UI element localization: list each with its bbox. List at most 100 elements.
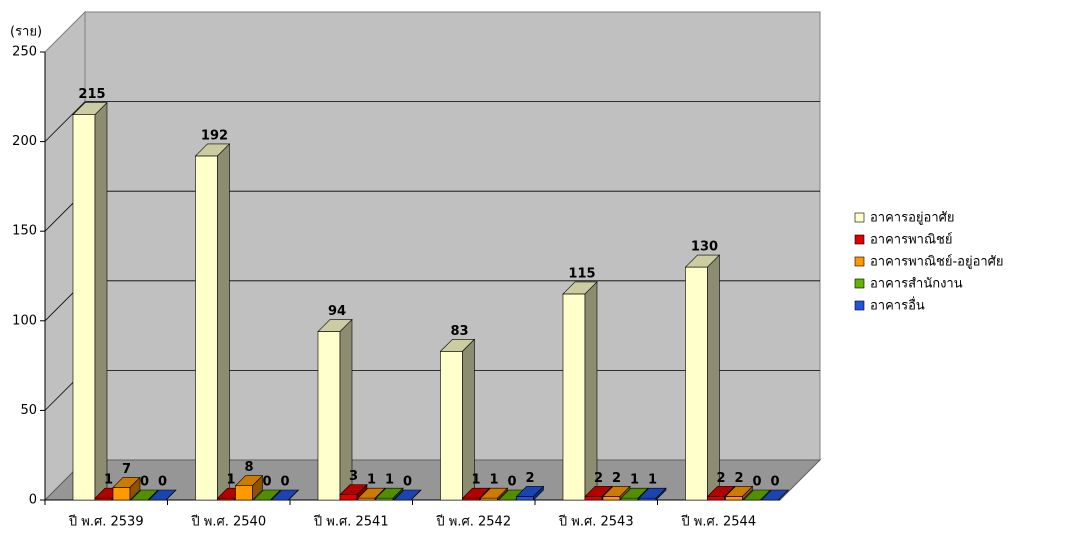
bar-front: [685, 266, 708, 501]
bar-side: [270, 489, 281, 501]
value-label: 1: [489, 473, 498, 488]
bar: [375, 487, 404, 501]
y-tick-label: 50: [20, 403, 37, 418]
bar: [194, 143, 231, 501]
legend-label: อาคารสำนักงาน: [870, 277, 963, 292]
bar-side: [707, 254, 720, 501]
value-label: 8: [244, 460, 253, 475]
y-tick-label: 150: [12, 224, 37, 239]
bar-front: [602, 496, 621, 501]
value-label: 0: [507, 475, 516, 490]
value-label: 1: [471, 473, 480, 488]
bar-front: [235, 485, 253, 501]
x-tick-label: ปี พ.ศ. 2544: [680, 514, 756, 530]
y-tick-label: 100: [12, 313, 37, 328]
legend-label: อาคารพาณิชย์: [870, 232, 952, 248]
value-label: 0: [403, 475, 412, 490]
bar: [148, 489, 177, 501]
value-label: 215: [78, 87, 105, 102]
value-label: 7: [122, 462, 131, 477]
bar-front: [584, 496, 603, 501]
bar: [515, 485, 545, 501]
bar: [130, 489, 159, 501]
value-label: 2: [734, 471, 743, 486]
value-label: 192: [201, 128, 228, 143]
bar-side: [252, 474, 263, 501]
value-label: 1: [367, 473, 376, 488]
legend-label: อาคารอื่น: [870, 297, 925, 314]
bar: [317, 318, 353, 501]
value-label: 3: [349, 469, 358, 484]
legend-swatch: [854, 212, 865, 223]
value-label: 130: [691, 240, 718, 255]
bar-side: [94, 101, 108, 501]
bar-side: [655, 487, 667, 501]
value-label: 0: [262, 475, 271, 490]
bar: [112, 476, 141, 501]
y-tick-label: 200: [12, 134, 37, 149]
bar-front: [112, 487, 131, 501]
bar-side: [129, 476, 141, 501]
value-label: 2: [612, 471, 621, 486]
bar: [684, 254, 721, 501]
bar: [72, 101, 108, 501]
value-label: 1: [104, 473, 113, 488]
value-label: 0: [280, 475, 289, 490]
bar-side: [497, 487, 508, 501]
bar-front: [72, 114, 96, 501]
value-label: 0: [158, 475, 167, 490]
bar: [742, 489, 772, 501]
legend-label: อาคารพาณิชย์-อยู่อาศัย: [870, 254, 1004, 270]
bar-side: [288, 489, 299, 501]
value-label: 2: [716, 471, 725, 486]
bar-front: [707, 496, 725, 501]
bar-front: [516, 496, 534, 501]
bar: [339, 483, 368, 501]
bar-front: [317, 331, 341, 501]
bar: [724, 485, 754, 501]
legend-swatch: [854, 234, 865, 245]
bar-side: [165, 489, 177, 501]
bar-side: [742, 485, 753, 501]
value-label: 115: [568, 266, 595, 281]
y-tick-label: 0: [29, 493, 37, 508]
bar-side: [392, 487, 404, 501]
legend-swatch: [854, 300, 865, 311]
bar: [270, 489, 300, 501]
legend-label: อาคารอยู่อาศัย: [870, 211, 955, 226]
x-tick-label: ปี พ.ศ. 2542: [435, 514, 511, 530]
bar-side: [217, 143, 230, 501]
x-tick-label: ปี พ.ศ. 2540: [190, 514, 266, 530]
bar-side: [584, 281, 598, 501]
y-tick-label: 250: [12, 45, 37, 60]
value-label: 94: [328, 304, 346, 319]
bar-front: [725, 496, 743, 501]
x-tick-label: ปี พ.ศ. 2539: [68, 514, 144, 530]
bar: [760, 489, 790, 501]
bar: [562, 281, 598, 501]
bar-side: [533, 485, 544, 501]
value-label: 2: [594, 471, 603, 486]
value-label: 1: [630, 473, 639, 488]
bar: [252, 489, 282, 501]
value-label: 83: [450, 324, 468, 339]
bar: [439, 338, 476, 501]
value-label: 0: [140, 475, 149, 490]
value-label: 1: [385, 473, 394, 488]
y-axis-label: (ราย): [10, 25, 42, 40]
value-label: 2: [525, 471, 534, 486]
bar-front: [562, 293, 586, 501]
bar-side: [760, 489, 771, 501]
legend-swatch: [854, 256, 865, 267]
x-tick-label: ปี พ.ศ. 2541: [313, 514, 389, 530]
x-tick-label: ปี พ.ศ. 2543: [558, 514, 634, 530]
bar-side: [147, 489, 159, 501]
bar-side: [778, 489, 789, 501]
bar: [393, 489, 422, 501]
bar-front: [339, 494, 358, 501]
grid-line: [44, 101, 820, 142]
bar: [234, 474, 264, 501]
bar: [638, 487, 667, 501]
bar-front: [440, 350, 463, 501]
